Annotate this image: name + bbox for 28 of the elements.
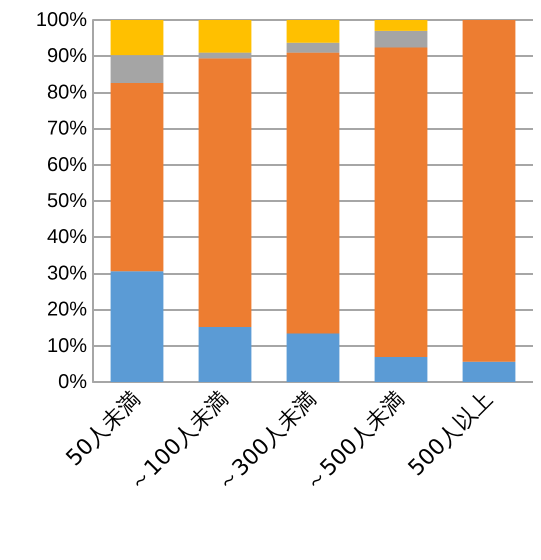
bar: [198, 20, 252, 53]
bar: [110, 271, 164, 382]
bar: [198, 58, 252, 327]
bar: [374, 30, 428, 48]
bar: [374, 48, 428, 358]
bar: [286, 42, 340, 53]
x-tick-label: 500人以上: [404, 387, 498, 482]
bar: [110, 20, 164, 56]
y-tick-label: 0%: [58, 371, 88, 393]
bar: [286, 20, 340, 43]
bar: [110, 82, 164, 272]
y-tick-label: 40%: [46, 226, 88, 248]
bar: [374, 357, 428, 382]
bar: [462, 362, 516, 382]
bar: [286, 52, 340, 334]
y-tick-label: 10%: [46, 334, 88, 357]
y-tick-label: 80%: [46, 81, 88, 104]
y-tick-label: 20%: [46, 298, 88, 321]
y-tick-label: 100%: [36, 9, 88, 31]
y-tick-label: 60%: [46, 154, 88, 176]
bar: [198, 326, 252, 382]
bar: [286, 333, 340, 382]
bar: [462, 20, 516, 362]
y-tick-label: 90%: [46, 45, 88, 68]
y-tick-label: 70%: [46, 118, 88, 140]
bar: [374, 20, 428, 31]
y-tick-label: 30%: [46, 262, 88, 284]
y-tick-label: 50%: [46, 190, 88, 212]
